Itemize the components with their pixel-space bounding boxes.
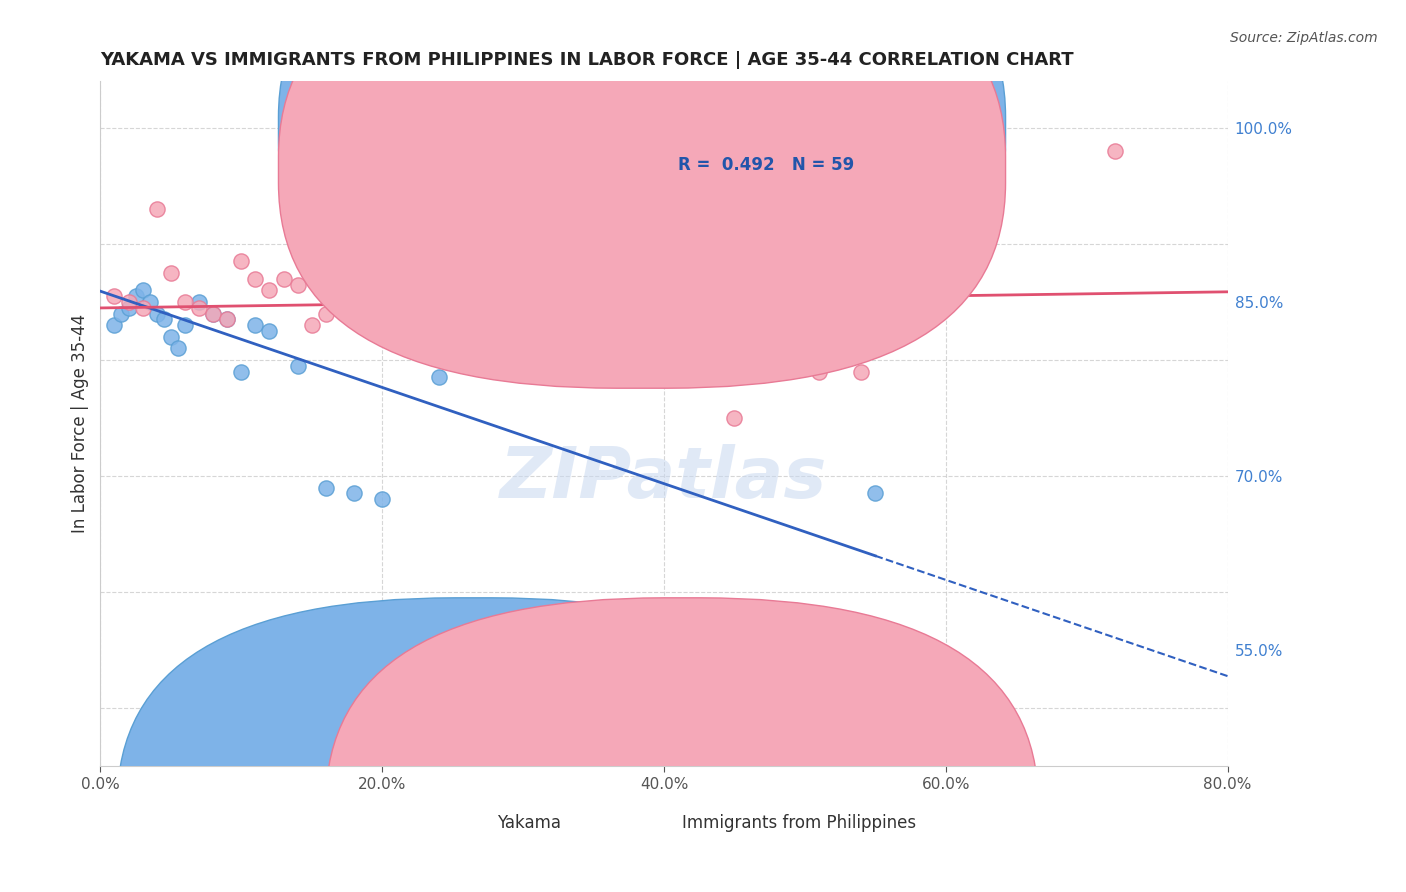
Point — [103, 318, 125, 333]
Point — [624, 283, 647, 297]
Point — [159, 330, 181, 344]
Point — [851, 365, 873, 379]
Point — [202, 307, 225, 321]
Point — [427, 294, 450, 309]
Point — [456, 225, 478, 239]
Point — [287, 359, 309, 373]
Text: Yakama: Yakama — [496, 814, 561, 832]
Point — [610, 271, 633, 285]
Point — [301, 318, 323, 333]
Point — [117, 294, 139, 309]
Point — [245, 271, 267, 285]
Point — [117, 301, 139, 315]
Point — [498, 307, 520, 321]
Text: R = -0.383   N = 27: R = -0.383 N = 27 — [678, 119, 855, 137]
Point — [893, 277, 915, 292]
Point — [807, 365, 830, 379]
Point — [110, 307, 132, 321]
Point — [231, 254, 253, 268]
Point — [568, 294, 591, 309]
Point — [441, 353, 464, 368]
Point — [737, 318, 759, 333]
Point — [188, 301, 211, 315]
Point — [188, 294, 211, 309]
Point — [371, 289, 394, 303]
Point — [217, 312, 239, 326]
Y-axis label: In Labor Force | Age 35-44: In Labor Force | Age 35-44 — [72, 314, 89, 533]
Point — [329, 283, 352, 297]
FancyBboxPatch shape — [278, 0, 1005, 349]
Point — [470, 307, 492, 321]
Point — [837, 301, 859, 315]
Point — [512, 312, 534, 326]
Point — [596, 283, 619, 297]
Point — [343, 486, 366, 500]
Point — [259, 324, 281, 338]
FancyBboxPatch shape — [326, 598, 1038, 892]
Point — [245, 318, 267, 333]
Point — [166, 342, 188, 356]
Point — [582, 277, 605, 292]
Point — [124, 289, 146, 303]
Text: Source: ZipAtlas.com: Source: ZipAtlas.com — [1230, 31, 1378, 45]
Point — [865, 266, 887, 280]
Point — [540, 312, 562, 326]
Point — [315, 307, 337, 321]
Point — [131, 283, 153, 297]
Point — [823, 277, 845, 292]
Point — [259, 283, 281, 297]
Point — [399, 289, 422, 303]
Point — [273, 271, 295, 285]
Point — [174, 318, 197, 333]
FancyBboxPatch shape — [117, 598, 830, 892]
Point — [131, 301, 153, 315]
Text: YAKAMA VS IMMIGRANTS FROM PHILIPPINES IN LABOR FORCE | AGE 35-44 CORRELATION CHA: YAKAMA VS IMMIGRANTS FROM PHILIPPINES IN… — [100, 51, 1074, 69]
Point — [554, 266, 576, 280]
Point — [751, 330, 773, 344]
Point — [427, 370, 450, 384]
Point — [287, 277, 309, 292]
Point — [385, 307, 408, 321]
Point — [1104, 144, 1126, 158]
FancyBboxPatch shape — [278, 0, 1005, 388]
Text: Immigrants from Philippines: Immigrants from Philippines — [682, 814, 917, 832]
Point — [652, 307, 675, 321]
Point — [413, 283, 436, 297]
Point — [793, 294, 815, 309]
Point — [217, 312, 239, 326]
Point — [484, 324, 506, 338]
Point — [145, 307, 167, 321]
Point — [977, 80, 1000, 95]
Point — [526, 318, 548, 333]
Point — [152, 312, 174, 326]
Point — [138, 294, 160, 309]
Point — [399, 312, 422, 326]
Point — [371, 492, 394, 507]
Point — [723, 411, 745, 425]
Point — [315, 481, 337, 495]
Point — [865, 486, 887, 500]
Point — [872, 742, 894, 756]
FancyBboxPatch shape — [585, 102, 969, 204]
Point — [456, 347, 478, 361]
Point — [638, 289, 661, 303]
Point — [666, 312, 689, 326]
Point — [159, 266, 181, 280]
Point — [879, 283, 901, 297]
Point — [779, 283, 801, 297]
Point — [174, 294, 197, 309]
Point — [343, 294, 366, 309]
Point — [484, 219, 506, 234]
Point — [202, 307, 225, 321]
Point — [231, 365, 253, 379]
Point — [709, 370, 731, 384]
Point — [695, 335, 717, 350]
Point — [357, 277, 380, 292]
Point — [681, 301, 703, 315]
Text: R =  0.492   N = 59: R = 0.492 N = 59 — [678, 156, 853, 174]
Point — [765, 335, 787, 350]
Point — [103, 289, 125, 303]
Point — [145, 202, 167, 216]
Text: ZIPatlas: ZIPatlas — [501, 444, 828, 513]
